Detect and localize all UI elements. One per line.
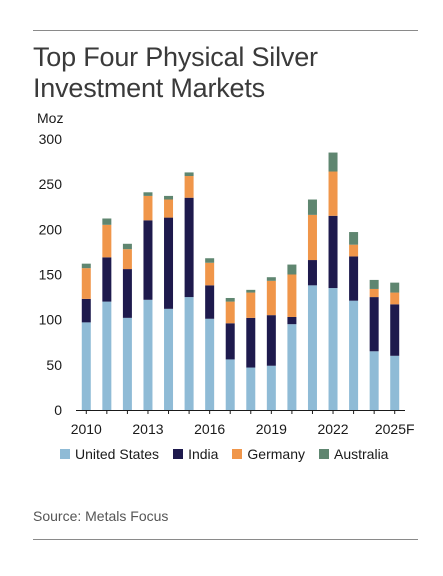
x-tick-label: 2010 xyxy=(71,421,102,437)
bar-united-states-2010 xyxy=(81,322,91,410)
bar-germany-2016 xyxy=(205,262,215,286)
bar-australia-2021 xyxy=(307,199,317,215)
bar-australia-2010 xyxy=(81,263,91,269)
bar-australia-2014 xyxy=(164,195,174,200)
y-axis-unit-label: Moz xyxy=(37,110,64,126)
bar-united-states-2018 xyxy=(246,367,256,410)
bar-united-states-2025f xyxy=(390,355,400,410)
bar-india-2010 xyxy=(81,298,91,323)
bottom-rule xyxy=(33,539,418,540)
legend-label: United States xyxy=(75,446,160,462)
bar-germany-2019 xyxy=(266,280,276,316)
legend-label: India xyxy=(188,446,219,462)
bar-united-states-2021 xyxy=(307,285,317,410)
bar-germany-2022 xyxy=(328,171,338,216)
top-rule xyxy=(33,30,418,31)
bar-australia-2016 xyxy=(205,258,215,263)
x-tick-label: 2013 xyxy=(132,421,163,437)
legend-swatch xyxy=(60,449,70,459)
bar-australia-2025f xyxy=(390,282,400,293)
y-tick-label: 50 xyxy=(46,357,62,373)
source-note: Source: Metals Focus xyxy=(33,508,169,524)
x-tick-label: 2019 xyxy=(256,421,287,437)
chart-legend: United States India Germany Australia xyxy=(60,446,402,462)
bar-australia-2013 xyxy=(143,192,153,196)
x-tick-label: 2025F xyxy=(375,421,415,437)
bar-united-states-2011 xyxy=(102,301,112,410)
bar-india-2019 xyxy=(266,315,276,366)
bar-australia-2024 xyxy=(369,279,379,289)
bar-united-states-2015 xyxy=(184,297,194,410)
bar-germany-2011 xyxy=(102,224,112,258)
legend-swatch xyxy=(173,449,184,459)
bar-australia-2022 xyxy=(328,152,338,172)
bar-india-2011 xyxy=(102,257,112,302)
bar-australia-2012 xyxy=(122,243,132,250)
bar-germany-2012 xyxy=(122,249,132,270)
bar-united-states-2013 xyxy=(143,299,153,410)
bar-india-2023 xyxy=(349,256,359,301)
bar-germany-2023 xyxy=(349,244,359,257)
legend-swatch xyxy=(232,449,243,459)
y-tick-label: 250 xyxy=(39,176,63,192)
bar-united-states-2017 xyxy=(225,359,235,410)
bar-australia-2019 xyxy=(266,277,276,281)
bar-australia-2023 xyxy=(349,232,359,245)
bar-united-states-2012 xyxy=(122,317,132,410)
legend-item-india: India xyxy=(173,446,218,462)
bar-india-2024 xyxy=(369,297,379,352)
bar-india-2017 xyxy=(225,323,235,360)
bar-germany-2021 xyxy=(307,214,317,261)
bar-germany-2024 xyxy=(369,288,379,298)
bar-india-2018 xyxy=(246,317,256,368)
bar-india-2022 xyxy=(328,215,338,289)
y-tick-label: 100 xyxy=(39,312,63,328)
bar-india-2021 xyxy=(307,260,317,286)
bar-germany-2017 xyxy=(225,301,235,324)
legend-item-australia: Australia xyxy=(319,446,388,462)
bar-india-2014 xyxy=(164,217,174,309)
bar-germany-2018 xyxy=(246,292,256,318)
bar-germany-2014 xyxy=(164,199,174,218)
bar-india-2012 xyxy=(122,269,132,318)
bar-united-states-2024 xyxy=(369,351,379,410)
bar-germany-2020 xyxy=(287,274,297,317)
bar-australia-2018 xyxy=(246,289,256,293)
legend-label: Australia xyxy=(334,446,389,462)
bar-united-states-2014 xyxy=(164,308,174,410)
legend-item-united-states: United States xyxy=(60,446,159,462)
bar-india-2015 xyxy=(184,197,194,298)
bar-united-states-2022 xyxy=(328,288,338,410)
bar-germany-2010 xyxy=(81,268,91,299)
bar-germany-2015 xyxy=(184,176,194,198)
bar-india-2016 xyxy=(205,285,215,319)
bar-germany-2013 xyxy=(143,195,153,221)
bar-germany-2025f xyxy=(390,292,400,305)
legend-swatch xyxy=(319,449,329,459)
bar-united-states-2016 xyxy=(205,318,215,410)
bar-united-states-2019 xyxy=(266,365,276,410)
bar-australia-2020 xyxy=(287,264,297,275)
y-tick-label: 300 xyxy=(39,131,63,147)
bar-australia-2017 xyxy=(225,297,235,302)
x-tick-label: 2022 xyxy=(317,421,348,437)
y-tick-label: 0 xyxy=(54,402,62,418)
bar-united-states-2023 xyxy=(349,300,359,410)
y-tick-label: 150 xyxy=(39,267,63,283)
x-tick-label: 2016 xyxy=(194,421,225,437)
bar-united-states-2020 xyxy=(287,324,297,410)
chart-title: Top Four Physical Silver Investment Mark… xyxy=(33,42,318,103)
bar-india-2020 xyxy=(287,316,297,325)
y-tick-label: 200 xyxy=(39,221,63,237)
bar-australia-2015 xyxy=(184,172,194,177)
bar-india-2025f xyxy=(390,304,400,356)
bar-india-2013 xyxy=(143,220,153,300)
legend-label: Germany xyxy=(247,446,305,462)
legend-item-germany: Germany xyxy=(232,446,305,462)
bar-australia-2011 xyxy=(102,218,112,225)
